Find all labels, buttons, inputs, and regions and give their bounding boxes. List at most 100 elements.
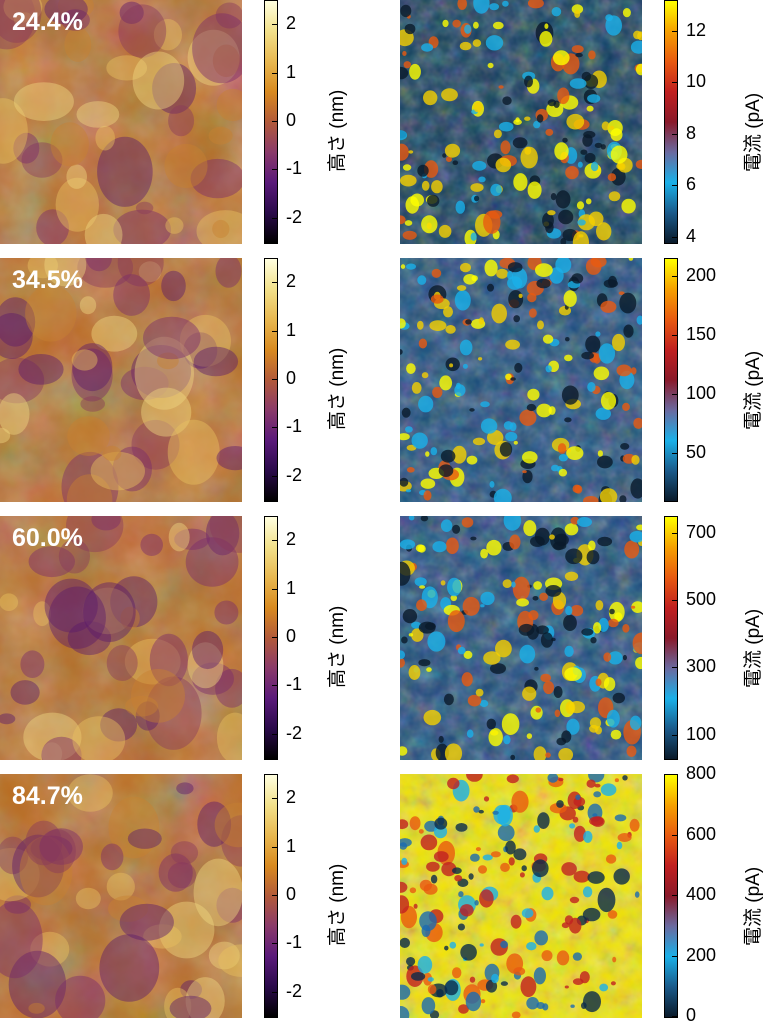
colorbar-tick: [272, 943, 277, 945]
colorbar-tick-label: 2: [286, 787, 297, 808]
current-colorbar: [664, 774, 678, 1018]
colorbar-tick: [672, 452, 677, 454]
colorbar-tick-label: 400: [686, 884, 717, 904]
colorbar-axis-label: 高さ (nm): [327, 863, 348, 946]
colorbar-tick-label: 700: [686, 521, 717, 542]
height-colorbar: [264, 774, 278, 1018]
current-map-panel: [400, 516, 642, 760]
colorbar-tick: [672, 734, 677, 736]
height-colorbar: [264, 258, 278, 502]
current-colorbar: [664, 0, 678, 244]
height-map-image: [0, 0, 242, 244]
colorbar-tick-label: -2: [286, 980, 303, 1001]
colorbar-tick: [672, 774, 677, 775]
sample-percentage-label: 34.5%: [12, 266, 83, 294]
colorbar-tick: [672, 82, 677, 84]
colorbar-tick: [672, 393, 677, 395]
height-map-image: [0, 774, 242, 1018]
current-map-panel: [400, 258, 642, 502]
colorbar-tick: [272, 169, 277, 171]
colorbar-tick: [272, 217, 277, 219]
colorbar-tick: [672, 667, 677, 669]
sample-percentage-label: 60.0%: [12, 524, 83, 552]
colorbar-tick: [672, 30, 677, 32]
colorbar-tick: [272, 330, 277, 332]
colorbar-tick-label: 1: [286, 835, 297, 856]
colorbar-tick-label: 1: [286, 61, 297, 82]
colorbar-tick-label: -2: [286, 722, 303, 743]
colorbar-tick-label: 100: [686, 382, 717, 403]
current-map-panel: [400, 774, 642, 1018]
colorbar-tick-label: 200: [686, 944, 717, 965]
colorbar-tick: [272, 685, 277, 687]
colorbar-tick-label: 1: [286, 577, 297, 598]
colorbar-tick: [272, 637, 277, 638]
colorbar-tick: [272, 282, 277, 284]
colorbar-tick: [672, 334, 677, 336]
colorbar-tick: [272, 121, 277, 122]
colorbar-tick: [672, 532, 677, 534]
colorbar-tick: [672, 185, 677, 187]
colorbar-tick: [272, 895, 277, 896]
colorbar-axis-label: 高さ (nm): [327, 605, 348, 688]
height-map-image: [0, 516, 242, 760]
colorbar-tick: [272, 991, 277, 993]
colorbar-axis-label: 高さ (nm): [327, 89, 348, 172]
height-map-image: [0, 258, 242, 502]
colorbar-tick: [672, 600, 677, 601]
colorbar-tick-label: -1: [286, 932, 303, 953]
colorbar-tick: [672, 895, 677, 896]
colorbar-tick: [272, 475, 277, 477]
colorbar-tick: [672, 955, 677, 957]
colorbar-tick-label: 0: [286, 368, 297, 388]
sample-percentage-label: 24.4%: [12, 8, 83, 36]
height-map-panel: 60.0%: [0, 516, 242, 760]
current-map-panel: [400, 0, 642, 244]
colorbar-tick-label: 150: [686, 323, 717, 344]
colorbar-tick: [672, 236, 677, 238]
colorbar-tick-label: 8: [686, 122, 697, 143]
colorbar-tick-label: 6: [686, 174, 697, 195]
colorbar-tick-label: 2: [286, 271, 297, 292]
current-colorbar: [664, 258, 678, 502]
sample-percentage-label: 84.7%: [12, 782, 83, 810]
current-map-image: [400, 258, 642, 502]
colorbar-tick: [272, 379, 277, 380]
colorbar-tick-label: 800: [686, 763, 717, 783]
colorbar-tick: [272, 540, 277, 542]
colorbar-tick-label: 4: [686, 225, 697, 246]
colorbar-tick-label: 2: [286, 529, 297, 550]
colorbar-tick-label: 200: [686, 264, 717, 285]
colorbar-tick-label: -1: [286, 416, 303, 437]
colorbar-tick: [672, 834, 677, 836]
colorbar-tick-label: -1: [286, 674, 303, 695]
colorbar-tick: [672, 133, 677, 135]
colorbar-axis-label: 高さ (nm): [327, 347, 348, 430]
colorbar-tick: [272, 798, 277, 800]
height-colorbar: [264, 516, 278, 760]
colorbar-tick-label: 600: [686, 823, 717, 844]
colorbar-tick: [272, 24, 277, 26]
current-colorbar: [664, 516, 678, 760]
colorbar-tick: [272, 733, 277, 735]
colorbar-tick-label: 10: [686, 71, 707, 92]
height-map-panel: 84.7%: [0, 774, 242, 1018]
colorbar-tick: [272, 427, 277, 429]
colorbar-tick-label: 1: [286, 319, 297, 340]
colorbar-tick: [672, 275, 677, 277]
height-map-panel: 34.5%: [0, 258, 242, 502]
colorbar-axis-label: 電流 (pA): [743, 350, 764, 430]
colorbar-tick: [272, 588, 277, 590]
colorbar-tick-label: -2: [286, 206, 303, 227]
colorbar-tick-label: 2: [286, 13, 297, 34]
colorbar-tick: [272, 72, 277, 74]
colorbar-tick-label: 0: [686, 1005, 697, 1025]
colorbar-axis-label: 電流 (pA): [743, 608, 764, 688]
current-map-image: [400, 516, 642, 760]
colorbar-tick-label: -1: [286, 158, 303, 179]
height-map-panel: 24.4%: [0, 0, 242, 244]
colorbar-tick-label: 12: [686, 19, 707, 40]
current-map-image: [400, 774, 642, 1018]
colorbar-tick-label: 300: [686, 656, 717, 677]
height-colorbar: [264, 0, 278, 244]
